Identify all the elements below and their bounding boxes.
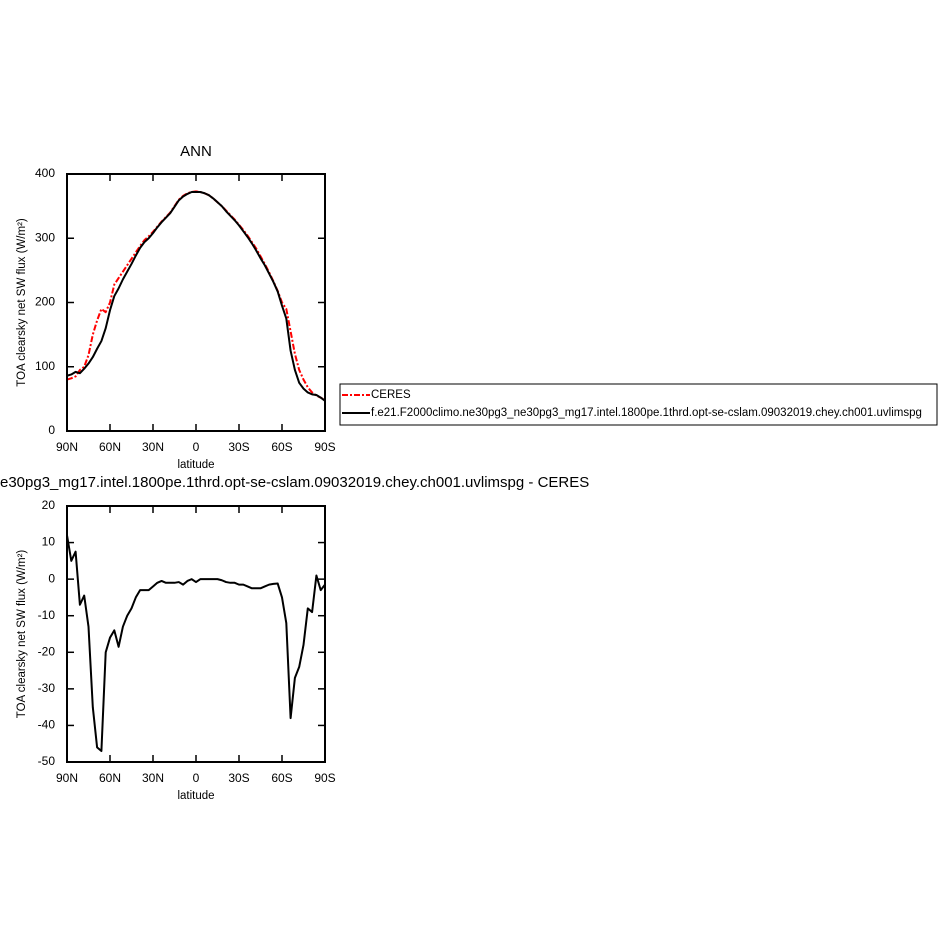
data-line [66,190,326,402]
y-tick-label: -50 [38,754,56,768]
x-tick-label: 90S [314,771,335,785]
x-tick-label: 30S [228,771,249,785]
legend-label: CERES [371,389,411,401]
y-tick-label: -20 [38,644,56,658]
y-tick-label: -10 [38,608,56,622]
y-tick-label: 10 [42,535,56,549]
y-tick-label: 100 [35,359,55,373]
legend-box [339,383,938,426]
y-tick-label: -40 [38,718,56,732]
x-tick-label: 30N [142,771,164,785]
plot-frame [66,173,326,432]
y-tick-label: 0 [48,423,55,437]
y-axis-label: TOA clearsky net SW flux (W/m²) [16,218,28,387]
x-tick-label: 90N [56,440,78,454]
y-tick-label: 300 [35,230,55,244]
chart-title: ANN [180,143,212,160]
data-line [66,190,326,402]
x-tick-label: 60N [99,771,121,785]
y-tick-label: -30 [38,681,56,695]
x-tick-label: 60S [271,771,292,785]
data-line [66,535,326,753]
x-tick-label: 90N [56,771,78,785]
x-tick-label: 0 [193,771,200,785]
x-tick-label: 30N [142,440,164,454]
x-axis-label: latitude [177,790,214,802]
x-tick-label: 60S [271,440,292,454]
y-tick-label: 400 [35,166,55,180]
plot-frame [66,505,326,763]
y-tick-label: 0 [48,571,55,585]
x-tick-label: 30S [228,440,249,454]
x-tick-label: 0 [193,440,200,454]
y-tick-label: 20 [42,498,56,512]
x-axis-label: latitude [177,459,214,471]
y-tick-label: 200 [35,295,55,309]
x-tick-label: 90S [314,440,335,454]
legend-label: f.e21.F2000climo.ne30pg3_ne30pg3_mg17.in… [371,407,922,419]
y-axis-label: TOA clearsky net SW flux (W/m²) [16,550,28,719]
x-tick-label: 60N [99,440,121,454]
chart-title: e30pg3_mg17.intel.1800pe.1thrd.opt-se-cs… [0,474,589,491]
